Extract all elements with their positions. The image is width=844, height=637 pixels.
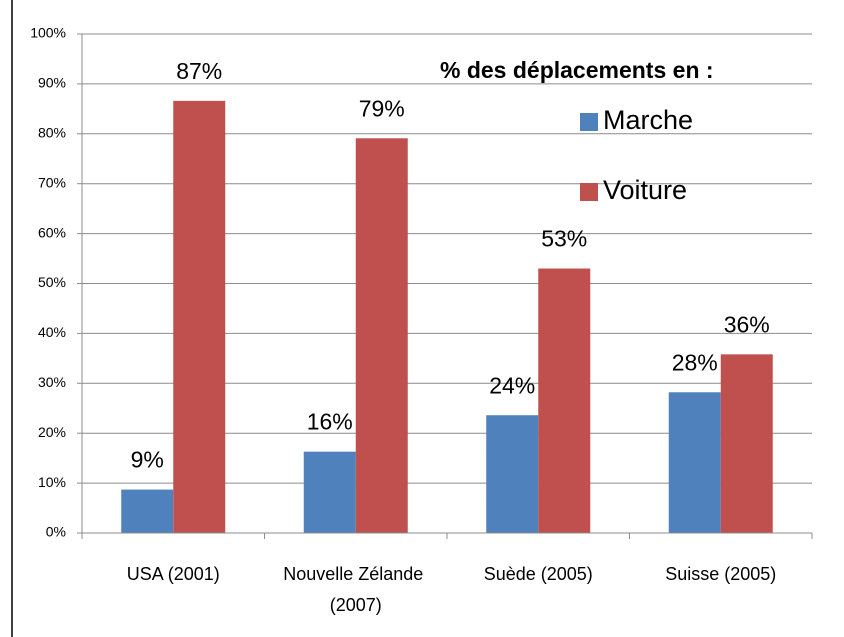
y-tick-label: 20% [38, 424, 66, 440]
y-tick-label: 60% [38, 224, 66, 240]
data-label: 16% [307, 409, 353, 435]
y-tick-label: 50% [38, 274, 66, 290]
y-tick-label: 30% [38, 374, 66, 390]
legend-swatch [580, 113, 598, 131]
legend-label: Voiture [603, 175, 687, 205]
data-label: 28% [672, 349, 718, 375]
bar [303, 451, 356, 533]
data-label: 87% [176, 58, 222, 84]
bar [538, 268, 591, 533]
legend-label: Marche [603, 105, 693, 135]
y-tick-label: 80% [38, 125, 66, 141]
bar [720, 354, 773, 533]
y-tick-label: 70% [38, 174, 66, 190]
bar [668, 392, 721, 533]
bar [486, 415, 539, 533]
y-tick-label: 10% [38, 474, 66, 490]
legend-title: % des déplacements en : [440, 57, 714, 83]
data-label: 36% [724, 311, 770, 337]
bar [121, 489, 174, 533]
x-tick-label: USA (2001) [127, 564, 220, 584]
y-tick-label: 0% [46, 524, 66, 540]
data-label: 24% [489, 372, 535, 398]
legend-swatch [580, 183, 598, 201]
y-tick-label: 90% [38, 75, 66, 91]
data-label: 53% [541, 226, 587, 252]
data-label: 9% [131, 447, 164, 473]
y-tick-label: 40% [38, 324, 66, 340]
x-tick-label: Nouvelle Zélande (2007) [283, 564, 428, 615]
bar [173, 100, 226, 533]
x-tick-label: Suisse (2005) [665, 564, 776, 584]
data-label: 79% [359, 95, 405, 121]
x-tick-label: Suède (2005) [484, 564, 593, 584]
bar [355, 138, 408, 533]
y-tick-label: 100% [30, 25, 66, 41]
